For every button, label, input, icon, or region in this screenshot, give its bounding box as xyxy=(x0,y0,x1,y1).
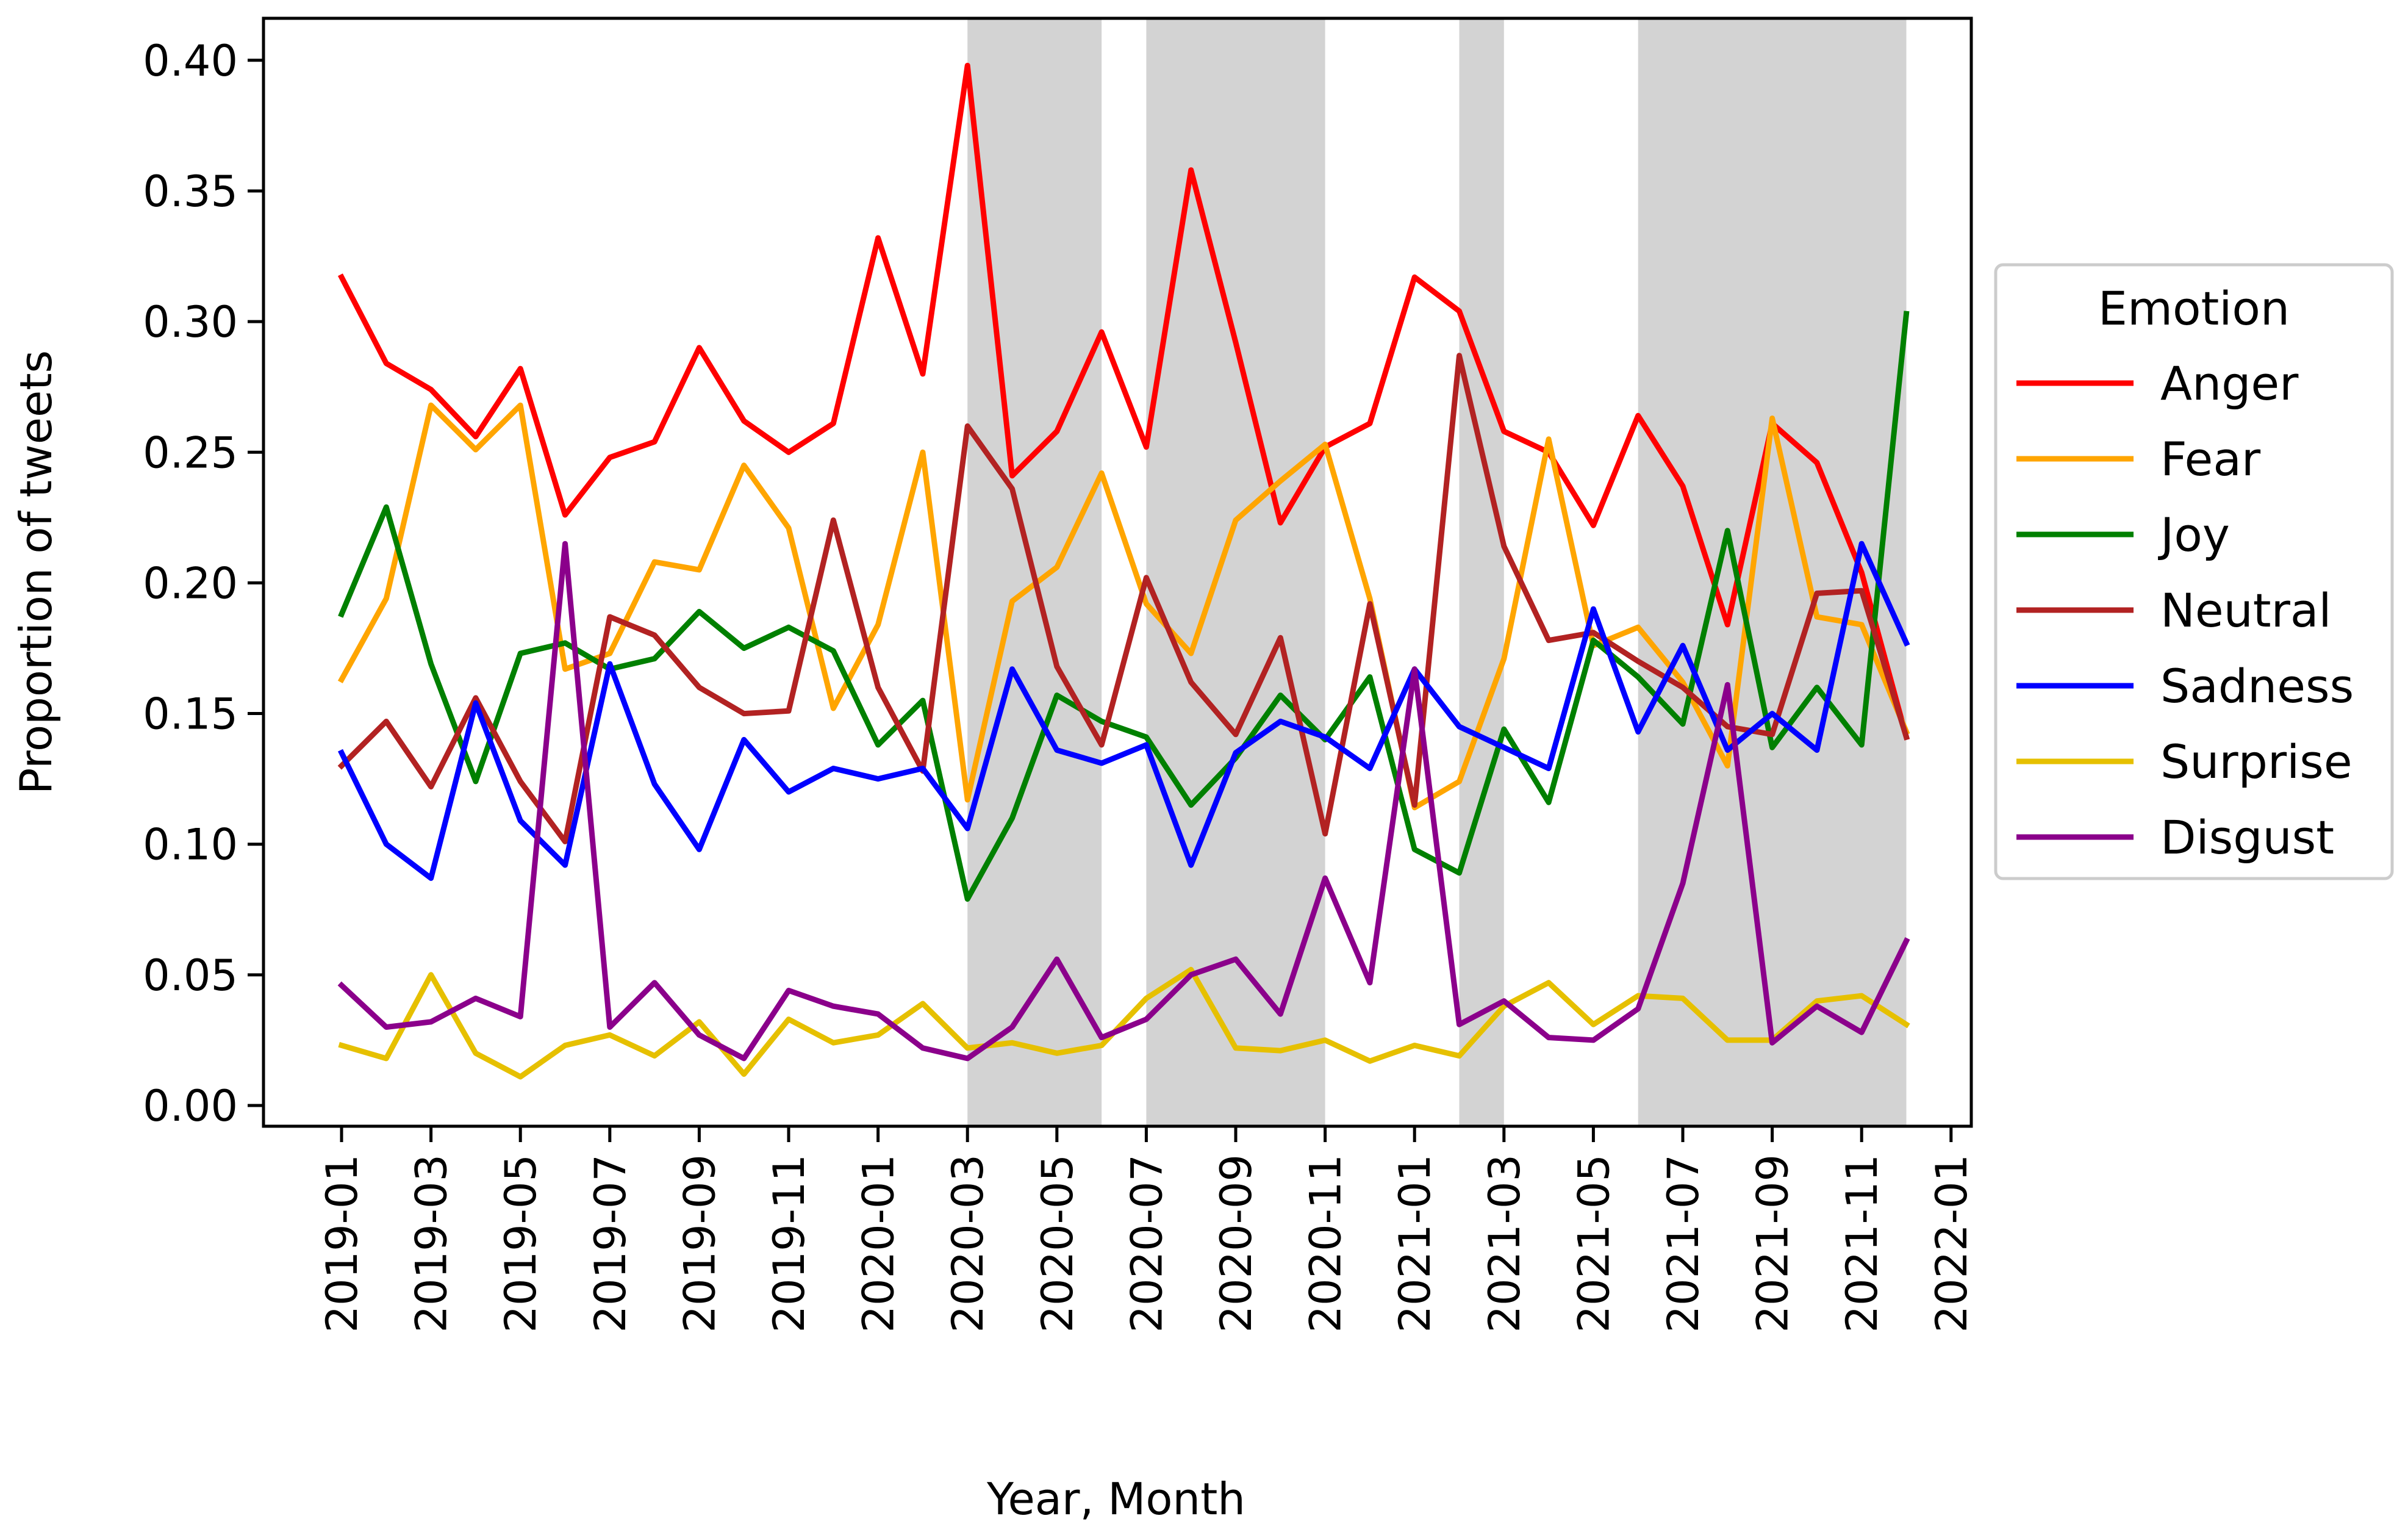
legend-label: Joy xyxy=(2158,508,2230,562)
y-tick-label: 0.10 xyxy=(143,820,238,870)
shaded-period-3 xyxy=(1459,18,1504,1126)
x-tick-label: 2020-11 xyxy=(1301,1154,1351,1332)
y-tick-label: 0.00 xyxy=(143,1081,238,1131)
x-axis-title: Year, Month xyxy=(986,1473,1245,1525)
shaded-periods xyxy=(967,18,1907,1126)
legend-item-sadness: Sadness xyxy=(2016,659,2354,713)
legend-items: Anger Fear Joy Neutral Sadness Surprise Disgus… xyxy=(2016,356,2354,865)
x-tick-label: 2021-01 xyxy=(1390,1154,1440,1332)
y-tick-label: 0.30 xyxy=(143,297,238,347)
x-tick-label: 2021-03 xyxy=(1480,1154,1530,1332)
series-line-disgust xyxy=(337,541,1910,1062)
plot-frame xyxy=(262,16,1973,1128)
series-lines xyxy=(337,62,1910,1080)
x-tick-label: 2021-05 xyxy=(1569,1154,1619,1332)
x-tick-label: 2019-09 xyxy=(675,1154,725,1332)
legend-label: Anger xyxy=(2160,356,2299,411)
series-line-neutral xyxy=(337,353,1910,844)
x-axis: 2019-01 2019-03 2019-05 2019-07 2019-09 2019-… xyxy=(317,1126,1977,1332)
legend: Emotion Anger Fear Joy Neutral Sadness Surpri… xyxy=(1994,263,2394,880)
x-tick-label: 2021-07 xyxy=(1658,1154,1708,1332)
shaded-period-4 xyxy=(1638,18,1907,1126)
shaded-period-2 xyxy=(1146,18,1325,1126)
x-tick-label: 2020-03 xyxy=(943,1154,993,1332)
legend-label: Fear xyxy=(2160,432,2261,486)
x-tick-label: 2020-07 xyxy=(1122,1154,1172,1332)
x-tick-label: 2019-11 xyxy=(764,1154,814,1332)
y-axis: 0.00 0.05 0.10 0.15 0.20 0.25 0.30 0.35 0.40 xyxy=(143,36,263,1131)
y-axis-title: Proportion of tweets xyxy=(10,350,62,794)
legend-item-joy: Joy xyxy=(2016,508,2230,562)
legend-item-neutral: Neutral xyxy=(2016,583,2332,638)
legend-label: Surprise xyxy=(2160,735,2352,789)
x-tick-label: 2019-07 xyxy=(586,1154,636,1332)
y-tick-label: 0.25 xyxy=(143,428,238,478)
y-tick-label: 0.40 xyxy=(143,36,238,86)
y-tick-label: 0.20 xyxy=(143,558,238,608)
legend-title: Emotion xyxy=(2098,281,2290,336)
legend-item-disgust: Disgust xyxy=(2016,810,2334,865)
legend-item-anger: Anger xyxy=(2016,356,2299,411)
series-line-anger xyxy=(337,62,1910,741)
y-tick-label: 0.15 xyxy=(143,689,238,739)
legend-label: Neutral xyxy=(2160,583,2332,638)
x-tick-label: 2019-05 xyxy=(496,1154,546,1332)
y-tick-label: 0.05 xyxy=(143,951,238,1001)
x-tick-label: 2020-05 xyxy=(1033,1154,1083,1332)
legend-item-fear: Fear xyxy=(2016,432,2261,486)
legend-box xyxy=(1994,263,2394,880)
x-tick-label: 2021-11 xyxy=(1837,1154,1887,1332)
x-tick-label: 2021-09 xyxy=(1748,1154,1798,1332)
x-tick-label: 2020-01 xyxy=(854,1154,904,1332)
y-tick-label: 0.35 xyxy=(143,167,238,217)
series-line-sadness xyxy=(337,541,1910,881)
x-tick-label: 2019-01 xyxy=(317,1154,367,1332)
legend-item-surprise: Surprise xyxy=(2016,735,2352,789)
x-tick-label: 2019-03 xyxy=(407,1154,457,1332)
legend-label: Sadness xyxy=(2160,659,2354,713)
legend-label: Disgust xyxy=(2160,810,2334,865)
x-tick-label: 2020-09 xyxy=(1211,1154,1261,1332)
x-tick-label: 2022-01 xyxy=(1927,1154,1977,1332)
series-line-surprise xyxy=(338,966,1910,1080)
